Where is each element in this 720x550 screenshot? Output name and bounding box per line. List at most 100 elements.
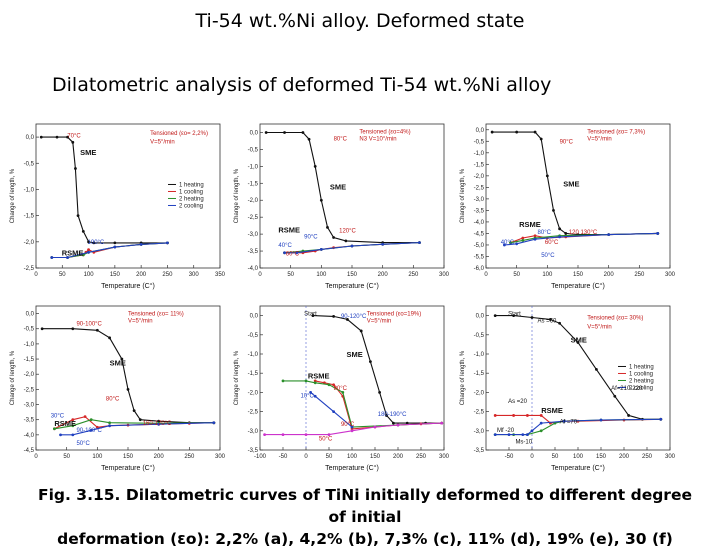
annotation-label: SME: [330, 182, 346, 191]
annotation-label: Start: [508, 311, 521, 317]
y-tick-label: -4,5: [24, 448, 35, 454]
chart-svg-c: 0 50 100 150 200 250 300 0,0 -0,5 -1,0 -1,5 -2,0 -2,…: [460, 123, 676, 290]
legend-entry: 1 cooling: [179, 189, 203, 195]
y-tick-label: -0,5: [474, 139, 485, 145]
data-point: [83, 415, 87, 419]
series-line-2-cooling: [310, 391, 353, 428]
annotation-label: 80°C: [106, 396, 120, 402]
data-point: [39, 135, 43, 139]
annotation-label: 70°C: [67, 134, 81, 140]
data-point: [493, 414, 497, 417]
y-tick-label: 0,0: [250, 130, 259, 136]
y-tick-label: -2,0: [24, 240, 35, 246]
y-tick-label: -3,0: [248, 232, 259, 238]
y-tick-label: -2,5: [474, 185, 485, 191]
x-tick-label: 300: [189, 272, 200, 278]
annotation-label: 80°C: [334, 386, 348, 392]
data-point: [562, 419, 566, 423]
x-axis-label: Temperature (C°): [551, 464, 605, 472]
x-tick-label: 0: [304, 454, 308, 460]
y-tick-label: -3,0: [248, 429, 259, 435]
annotation-label: 60°C: [286, 252, 300, 258]
data-point: [157, 419, 161, 423]
data-point: [344, 239, 348, 243]
y-tick-label: 0,0: [476, 128, 485, 134]
x-tick-label: 100: [316, 272, 327, 278]
annotation-label: SME: [80, 148, 96, 157]
data-point: [595, 367, 598, 371]
data-point: [71, 433, 75, 437]
data-point: [95, 328, 99, 332]
data-point: [71, 418, 75, 422]
plot-frame: [259, 123, 445, 269]
series-line-2-cooling: [60, 422, 214, 436]
y-tick-label: -1,0: [24, 342, 35, 348]
x-tick-label: 250: [184, 454, 195, 460]
data-point: [313, 394, 317, 398]
x-tick-label: 100: [92, 454, 103, 460]
annotation-label: SME: [110, 359, 126, 368]
data-point: [530, 316, 534, 319]
data-point: [332, 383, 335, 387]
x-tick-label: 300: [439, 454, 450, 460]
x-tick-label: 150: [110, 272, 121, 278]
data-point: [440, 421, 444, 425]
y-tick-label: -3,0: [474, 429, 485, 435]
y-tick-label: -3,5: [248, 448, 259, 454]
data-point: [576, 341, 580, 344]
legend-entry: 1 heating: [179, 182, 204, 188]
data-point: [55, 135, 59, 139]
annotation-label: RSME: [519, 220, 541, 229]
data-point: [539, 414, 543, 417]
chart-panel-f: -50 0 50 100 150 200 250 300 0,0 -0,5 -1,0 -1,5 -2,0…: [458, 300, 678, 476]
data-point: [378, 391, 381, 394]
y-tick-label: -2,0: [248, 390, 259, 396]
legend-entry: 2 cooling: [629, 385, 653, 391]
data-point: [313, 379, 317, 383]
data-point: [346, 318, 349, 321]
data-point: [212, 421, 216, 425]
data-point: [533, 237, 537, 241]
annotation-label: 30°C: [51, 414, 65, 420]
x-tick-label: 150: [573, 272, 584, 278]
data-point: [313, 381, 317, 385]
data-point: [656, 232, 660, 235]
data-point: [311, 314, 315, 317]
data-point: [503, 243, 506, 247]
data-point: [539, 429, 543, 433]
data-point: [530, 429, 534, 433]
legend-entry: 2 cooling: [179, 203, 203, 209]
y-tick-label: -1,5: [248, 181, 259, 187]
y-tick-label: -2,0: [474, 174, 485, 180]
data-point: [373, 425, 377, 429]
annotation-label: 50°C: [319, 437, 333, 443]
x-tick-label: 0: [34, 454, 38, 460]
y-tick-label: -1,5: [474, 162, 485, 168]
x-axis-label: Temperature (C°): [551, 282, 605, 290]
y-tick-label: -5,0: [474, 243, 485, 249]
data-point: [512, 314, 515, 317]
annotation-label: 80°C: [334, 137, 348, 143]
y-tick-label: -3,5: [24, 418, 35, 424]
annotation-label: V=5°/min: [587, 137, 612, 143]
data-point: [295, 251, 299, 255]
y-tick-label: -2,0: [474, 390, 485, 396]
chart-panel-b: 0 50 100 150 200 250 300 0,0 -0,5 -1,0 -1,5 -2,0 -2,…: [232, 118, 452, 294]
plot-frame: [35, 123, 221, 269]
x-axis-label: Temperature (C°): [325, 464, 379, 472]
data-point: [40, 327, 44, 331]
annotation-label: 90-120°C: [341, 314, 367, 320]
annotation-label: RSME: [308, 372, 330, 381]
data-point: [313, 164, 317, 168]
x-tick-label: 100: [84, 272, 95, 278]
y-tick-label: 0,0: [26, 135, 35, 141]
data-point: [71, 424, 75, 428]
y-tick-label: -5,5: [474, 254, 485, 260]
legend-entry: 1 heating: [629, 364, 654, 370]
x-tick-label: 0: [484, 272, 488, 278]
x-tick-label: 150: [347, 272, 358, 278]
data-point: [81, 229, 85, 233]
data-point: [76, 214, 80, 218]
data-point: [71, 327, 75, 331]
annotation-label: 40°C: [501, 240, 515, 246]
